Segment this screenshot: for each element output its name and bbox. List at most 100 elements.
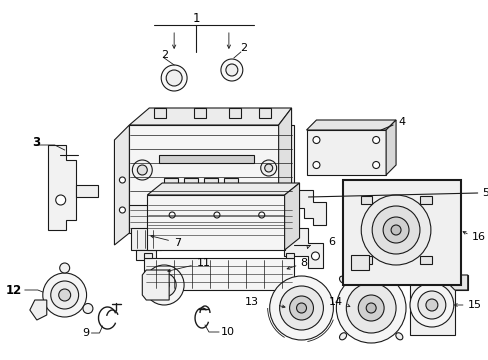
Polygon shape: [114, 125, 129, 245]
Circle shape: [221, 59, 243, 81]
Circle shape: [83, 303, 93, 314]
Circle shape: [371, 206, 419, 254]
Text: 8: 8: [300, 258, 307, 268]
Polygon shape: [283, 228, 323, 268]
Bar: [419, 256, 431, 264]
Circle shape: [358, 295, 384, 321]
Circle shape: [312, 136, 319, 144]
Circle shape: [417, 291, 445, 319]
Bar: [144, 253, 152, 258]
Polygon shape: [30, 300, 47, 320]
Circle shape: [137, 165, 147, 175]
Bar: [144, 258, 293, 290]
Ellipse shape: [395, 276, 402, 283]
Polygon shape: [147, 183, 299, 195]
Circle shape: [60, 263, 69, 273]
Ellipse shape: [339, 276, 346, 283]
Polygon shape: [48, 145, 76, 230]
Text: 14: 14: [328, 297, 343, 307]
Text: 4: 4: [397, 117, 405, 127]
Text: 1: 1: [192, 12, 200, 24]
Circle shape: [258, 212, 264, 218]
Circle shape: [361, 195, 430, 265]
Circle shape: [264, 164, 272, 172]
Bar: [350, 255, 368, 270]
Text: 16: 16: [471, 232, 485, 242]
Circle shape: [51, 281, 79, 309]
Bar: [159, 155, 253, 163]
Circle shape: [289, 296, 313, 320]
Polygon shape: [291, 190, 325, 225]
Circle shape: [119, 177, 125, 183]
Bar: [147, 195, 284, 250]
Polygon shape: [278, 108, 291, 205]
Text: 10: 10: [221, 327, 234, 337]
Polygon shape: [76, 185, 97, 197]
Bar: [154, 108, 166, 118]
Ellipse shape: [339, 333, 346, 340]
Bar: [258, 108, 270, 118]
Circle shape: [152, 273, 176, 297]
Circle shape: [260, 160, 276, 176]
Bar: [343, 180, 460, 285]
Bar: [183, 178, 198, 190]
Bar: [224, 178, 237, 190]
Bar: [360, 256, 372, 264]
Circle shape: [144, 265, 183, 305]
Bar: [129, 125, 293, 230]
Bar: [131, 228, 161, 250]
Text: 6: 6: [328, 237, 335, 247]
Bar: [419, 196, 431, 204]
Circle shape: [161, 65, 187, 91]
Text: 5: 5: [482, 188, 488, 198]
Polygon shape: [284, 183, 299, 250]
Text: 2: 2: [240, 43, 247, 53]
Text: 7: 7: [174, 238, 181, 248]
Bar: [360, 196, 372, 204]
Circle shape: [56, 195, 65, 205]
Bar: [194, 108, 205, 118]
Circle shape: [119, 207, 125, 213]
Polygon shape: [142, 270, 169, 300]
Bar: [228, 108, 240, 118]
Bar: [285, 253, 293, 258]
Circle shape: [279, 286, 323, 330]
Circle shape: [166, 70, 182, 86]
Text: 15: 15: [467, 300, 481, 310]
Circle shape: [346, 283, 395, 333]
Circle shape: [269, 276, 333, 340]
Bar: [306, 130, 386, 175]
Bar: [203, 178, 218, 190]
Polygon shape: [306, 120, 395, 130]
Bar: [129, 205, 293, 233]
Bar: [136, 250, 156, 260]
Circle shape: [159, 280, 169, 290]
Circle shape: [312, 162, 319, 168]
Polygon shape: [129, 108, 291, 125]
Text: 12: 12: [6, 284, 22, 297]
Polygon shape: [409, 275, 467, 335]
Circle shape: [37, 303, 46, 314]
Circle shape: [311, 252, 319, 260]
Circle shape: [214, 212, 220, 218]
Circle shape: [390, 225, 400, 235]
Circle shape: [382, 217, 408, 243]
Ellipse shape: [395, 333, 402, 340]
Circle shape: [425, 299, 437, 311]
Text: 3: 3: [32, 135, 40, 149]
Polygon shape: [386, 120, 395, 175]
Circle shape: [372, 162, 379, 168]
Circle shape: [336, 273, 405, 343]
Circle shape: [59, 289, 70, 301]
Text: 11: 11: [197, 258, 211, 268]
Circle shape: [169, 212, 175, 218]
Circle shape: [225, 64, 237, 76]
Bar: [164, 178, 178, 190]
Circle shape: [43, 273, 86, 317]
Circle shape: [132, 160, 152, 180]
Circle shape: [296, 303, 306, 313]
Text: 9: 9: [82, 328, 89, 338]
Circle shape: [409, 283, 453, 327]
Polygon shape: [449, 275, 467, 290]
Text: 13: 13: [244, 297, 258, 307]
